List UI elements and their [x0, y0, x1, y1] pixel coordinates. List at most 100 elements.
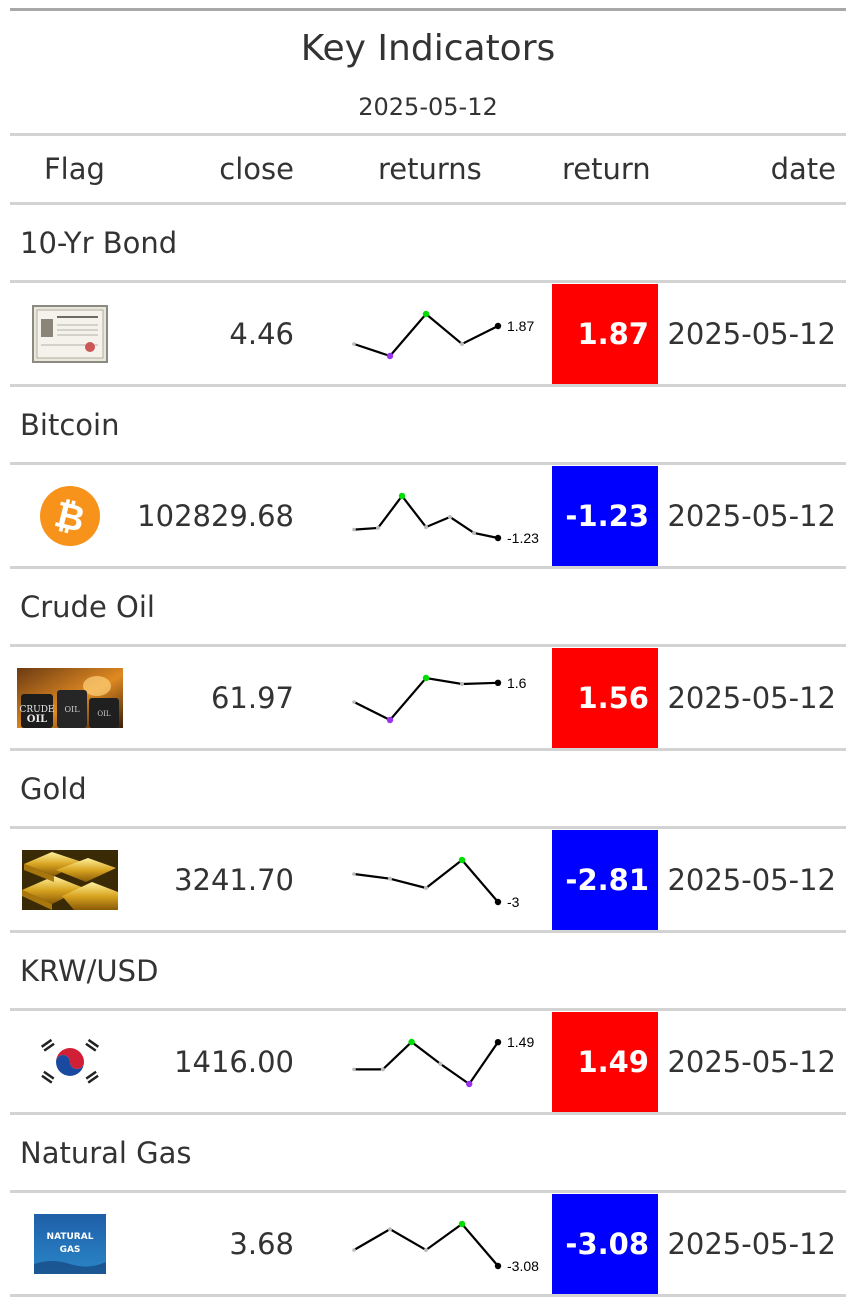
sparkline-point: [352, 342, 356, 346]
svg-text:OIL: OIL: [27, 714, 47, 725]
sparkline-last-label: 1.6: [507, 675, 527, 691]
column-header-date[interactable]: date: [770, 152, 836, 186]
sparkline-max-point: [458, 856, 466, 864]
sparkline-path: [354, 1040, 499, 1086]
date-value: 2025-05-12: [667, 499, 836, 533]
row-divider: [10, 566, 846, 569]
return-value-cell: 1.49: [552, 1012, 658, 1112]
header-top-divider: [10, 133, 846, 136]
sparkline-min-point: [386, 716, 394, 724]
close-value: 102829.68: [137, 499, 294, 533]
table-row: 1416.00 1.49 1.49 2025-05-12: [10, 1012, 846, 1112]
sparkline-point: [438, 1061, 443, 1066]
close-value: 1416.00: [174, 1045, 294, 1079]
sparkline-point: [424, 525, 428, 530]
row-divider: [10, 462, 846, 465]
close-value: 4.46: [229, 317, 294, 351]
natural-gas-icon-text-2: GAS: [60, 1245, 81, 1255]
sparkline-path: [353, 1222, 499, 1267]
returns-sparkline: -3: [352, 856, 520, 910]
natural-gas-icon-text-1: NATURAL: [47, 1232, 94, 1242]
return-value-cell: -2.81: [552, 830, 658, 930]
sparkline-last-label: -3: [507, 894, 520, 910]
sparkline-path: [353, 312, 499, 358]
row-divider: [10, 826, 846, 829]
date-value: 2025-05-12: [667, 1227, 836, 1261]
group-label: Gold: [20, 772, 87, 806]
sparkline-path: [353, 494, 499, 540]
close-value: 3241.70: [174, 863, 294, 897]
group-label: Crude Oil: [20, 590, 155, 624]
crude-oil-barrels-icon: CRUDE OIL OIL OIL: [10, 648, 130, 748]
sparkline-min-point: [386, 352, 394, 360]
sparkline-point: [380, 1067, 385, 1072]
row-divider: [10, 1008, 846, 1011]
table-row: 4.46 1.87 1.87 2025-05-12: [10, 284, 846, 384]
sparkline-point: [460, 342, 464, 346]
sparkline-last-point: [494, 898, 502, 906]
sparkline-max-point: [398, 492, 406, 500]
table-row: ₿ 102829.68 -1.23 -1.23 2025-05-12: [10, 466, 846, 566]
return-value-cell: -3.08: [552, 1194, 658, 1294]
sparkline-point: [448, 515, 452, 519]
date-value: 2025-05-12: [667, 681, 836, 715]
table-top-border: [10, 8, 846, 11]
date-value: 2025-05-12: [667, 317, 836, 351]
sparkline-last-point: [494, 679, 502, 686]
row-divider: [10, 1190, 846, 1193]
sparkline-point: [472, 530, 476, 535]
returns-sparkline: 1.87: [352, 310, 534, 360]
return-value-cell: 1.56: [552, 648, 658, 748]
date-value: 2025-05-12: [667, 1045, 836, 1079]
sparkline-last-point: [494, 1038, 502, 1046]
sparkline-last-point: [494, 1262, 502, 1270]
sparkline-point: [376, 525, 380, 530]
returns-sparkline: 1.49: [352, 1034, 534, 1088]
group-label: KRW/USD: [20, 954, 159, 988]
natural-gas-icon: NATURAL GAS: [10, 1194, 130, 1294]
returns-sparkline: -1.23: [352, 492, 539, 546]
svg-text:CRUDE: CRUDE: [19, 705, 54, 715]
close-value: 61.97: [210, 681, 294, 715]
table-row: CRUDE OIL OIL OIL 61.97 1.6 1.56 2025-05…: [10, 648, 846, 748]
sparkline-max-point: [422, 310, 430, 318]
column-header-close[interactable]: close: [219, 152, 294, 186]
row-divider: [10, 280, 846, 283]
returns-sparkline: 1.6: [352, 674, 527, 724]
sparkline-max-point: [458, 1220, 466, 1228]
sparkline-point: [388, 1227, 392, 1232]
bitcoin-icon: ₿: [10, 466, 130, 566]
return-value-cell: -1.23: [552, 466, 658, 566]
returns-sparkline: -3.08: [352, 1220, 539, 1274]
close-value: 3.68: [229, 1227, 294, 1261]
table-row: NATURAL GAS 3.68 -3.08 -3.08 2025-05-12: [10, 1194, 846, 1294]
svg-text:OIL: OIL: [97, 710, 111, 718]
group-label: 10-Yr Bond: [20, 226, 178, 260]
sparkline-point: [352, 700, 356, 704]
sparkline-last-label: 1.49: [507, 1034, 534, 1050]
sparkline-path: [353, 676, 499, 722]
korea-flag-icon: [10, 1012, 130, 1112]
row-divider: [10, 930, 846, 933]
sparkline-path: [353, 858, 499, 903]
column-header-returns[interactable]: returns: [378, 152, 482, 186]
sparkline-point: [352, 1067, 356, 1072]
sparkline-last-point: [494, 534, 502, 542]
group-label: Natural Gas: [20, 1136, 192, 1170]
sparkline-max-point: [422, 674, 430, 682]
row-divider: [10, 1112, 846, 1115]
sparkline-point: [352, 872, 356, 876]
sparkline-point: [352, 527, 356, 532]
return-value-cell: 1.87: [552, 284, 658, 384]
sparkline-point: [352, 1248, 356, 1252]
bond-certificate-icon: [10, 284, 130, 384]
gold-bars-icon: [10, 830, 130, 930]
sparkline-min-point: [466, 1080, 473, 1088]
column-header-return[interactable]: return: [562, 152, 651, 186]
header-bottom-divider: [10, 202, 846, 205]
sparkline-point: [424, 1247, 428, 1252]
svg-text:OIL: OIL: [64, 705, 80, 714]
column-header-flag[interactable]: Flag: [44, 152, 105, 186]
group-label: Bitcoin: [20, 408, 120, 442]
sparkline-point: [460, 682, 464, 686]
